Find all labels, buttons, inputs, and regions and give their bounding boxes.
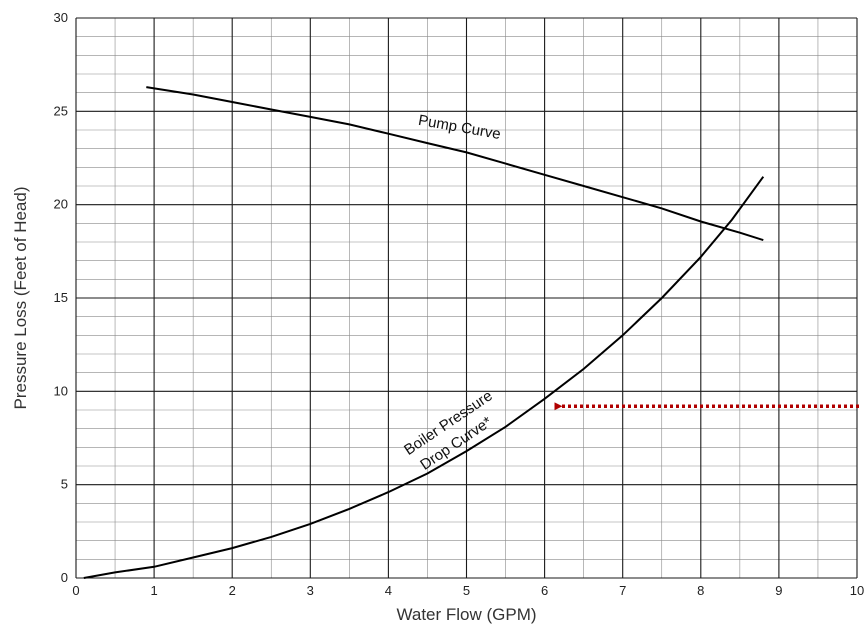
- x-tick-label: 10: [850, 583, 864, 598]
- x-axis-title: Water Flow (GPM): [396, 605, 536, 624]
- grid: [75, 17, 858, 579]
- x-tick-label: 7: [619, 583, 626, 598]
- x-tick-label: 8: [697, 583, 704, 598]
- x-tick-label: 9: [775, 583, 782, 598]
- x-tick-label: 0: [72, 583, 79, 598]
- series-group: [83, 86, 765, 579]
- x-tick-label: 1: [150, 583, 157, 598]
- y-tick-label: 30: [54, 10, 68, 25]
- y-tick-label: 20: [54, 197, 68, 212]
- x-tick-label: 5: [463, 583, 470, 598]
- y-tick-label: 25: [54, 103, 68, 118]
- series-line: [83, 176, 765, 579]
- y-tick-label: 15: [54, 290, 68, 305]
- x-tick-label: 4: [385, 583, 392, 598]
- y-tick-label: 0: [61, 570, 68, 585]
- tick-labels: 0 1 2 3 4 5 6 7 8 9 10 0 5 10 15 20 25 30: [54, 10, 864, 598]
- y-tick-label: 5: [61, 477, 68, 492]
- series-line: [146, 86, 764, 242]
- x-tick-label: 6: [541, 583, 548, 598]
- x-tick-label: 2: [229, 583, 236, 598]
- y-axis-title: Pressure Loss (Feet of Head): [11, 187, 30, 410]
- curve-label: Pump Curve: [417, 112, 502, 143]
- x-tick-label: 3: [307, 583, 314, 598]
- y-tick-label: 10: [54, 383, 68, 398]
